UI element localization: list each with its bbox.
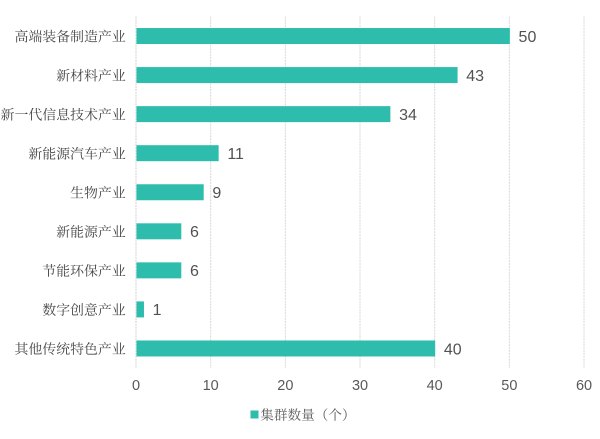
svg-text:50: 50 <box>501 378 517 394</box>
svg-text:34: 34 <box>399 107 417 124</box>
svg-text:20: 20 <box>277 378 293 394</box>
svg-text:1: 1 <box>153 302 162 319</box>
svg-text:9: 9 <box>212 185 221 202</box>
svg-text:6: 6 <box>190 224 199 241</box>
svg-text:10: 10 <box>203 378 219 394</box>
svg-text:6: 6 <box>190 263 199 280</box>
svg-text:40: 40 <box>444 341 462 358</box>
svg-text:43: 43 <box>466 68 484 85</box>
svg-text:50: 50 <box>519 29 537 46</box>
svg-text:30: 30 <box>352 378 368 394</box>
svg-text:40: 40 <box>427 378 443 394</box>
svg-text:11: 11 <box>227 146 244 163</box>
svg-text:0: 0 <box>132 378 140 394</box>
svg-text:60: 60 <box>576 378 592 394</box>
